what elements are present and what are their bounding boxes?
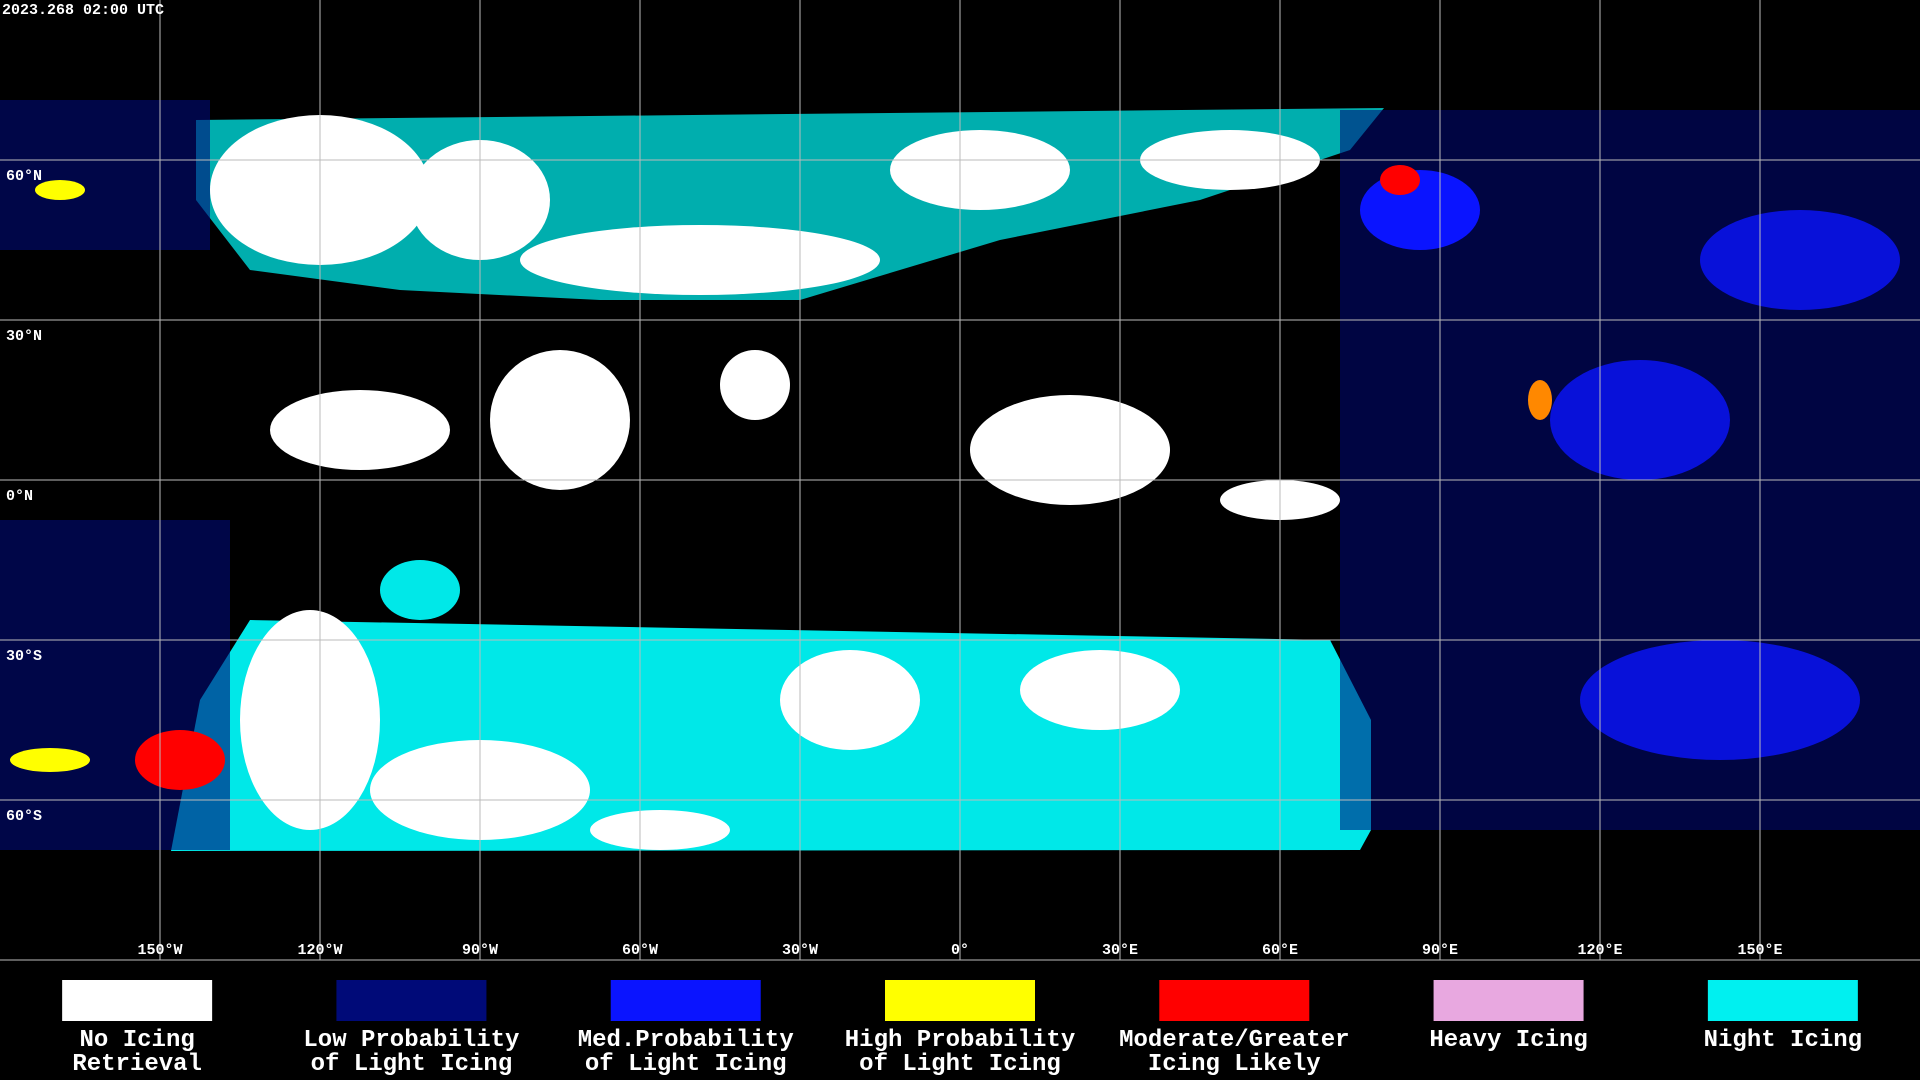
legend-swatch	[336, 980, 487, 1021]
med-probability-region	[1700, 210, 1900, 310]
legend-swatch	[1707, 980, 1858, 1021]
legend-swatch	[1159, 980, 1310, 1021]
cloud	[890, 130, 1070, 210]
latitude-label: 30°S	[6, 648, 42, 665]
longitude-label: 30°E	[1102, 942, 1138, 959]
longitude-label: 60°E	[1262, 942, 1298, 959]
longitude-label: 120°E	[1577, 942, 1622, 959]
latitude-label: 60°N	[6, 168, 42, 185]
timestamp: 2023.268 02:00 UTC	[2, 2, 164, 19]
longitude-label: 90°W	[462, 942, 498, 959]
legend-swatch	[1433, 980, 1584, 1021]
legend-label: High Probability	[845, 1027, 1075, 1054]
legend-label: of Light Icing	[585, 1051, 787, 1078]
legend-swatch	[885, 980, 1035, 1021]
high-probability-region	[35, 180, 85, 200]
longitude-label: 60°W	[622, 942, 658, 959]
graticule: 60°N 30°N 0°N 30°S 60°S 150°W 120°W 90°W 60°W 30°…	[0, 0, 1920, 961]
legend-label: Heavy Icing	[1429, 1027, 1587, 1054]
legend-label: of Light Icing	[311, 1051, 513, 1078]
legend-label: No Icing	[80, 1027, 195, 1054]
icing-likely-region	[1528, 380, 1552, 420]
med-probability-region	[1550, 360, 1730, 480]
cloud	[780, 650, 920, 750]
legend-label: Moderate/Greater	[1119, 1027, 1349, 1054]
longitude-label: 90°E	[1422, 942, 1458, 959]
cloud	[720, 350, 790, 420]
med-probability-region	[1580, 640, 1860, 760]
latitude-label: 0°N	[6, 488, 33, 505]
legend-label: Retrieval	[72, 1051, 202, 1078]
cloud	[240, 610, 380, 830]
legend-swatch	[610, 980, 761, 1021]
legend-label: of Light Icing	[859, 1051, 1061, 1078]
longitude-label: 150°W	[137, 942, 182, 959]
cloud	[270, 390, 450, 470]
longitude-label: 150°E	[1737, 942, 1782, 959]
cloud	[490, 350, 630, 490]
night-icing-region	[380, 560, 460, 620]
icing-likely-region	[1380, 165, 1420, 195]
legend-label: Low Probability	[303, 1027, 519, 1054]
low-probability-region	[0, 520, 230, 850]
legend-label: Med.Probability	[578, 1027, 794, 1054]
cloud	[1020, 650, 1180, 730]
cloud	[970, 395, 1170, 505]
longitude-label: 0°	[951, 942, 969, 959]
legend-label: Night Icing	[1704, 1027, 1862, 1054]
satellite-imagery	[0, 100, 1920, 851]
legend-swatch	[62, 980, 213, 1021]
high-probability-region	[10, 748, 90, 772]
icing-likely-region	[135, 730, 225, 790]
low-probability-region	[0, 100, 210, 250]
legend-label: Icing Likely	[1148, 1051, 1321, 1078]
med-probability-region	[1360, 170, 1480, 250]
cloud	[520, 225, 880, 295]
longitude-label: 30°W	[782, 942, 818, 959]
cloud	[590, 810, 730, 850]
longitude-label: 120°W	[297, 942, 342, 959]
latitude-label: 60°S	[6, 808, 42, 825]
latitude-label: 30°N	[6, 328, 42, 345]
